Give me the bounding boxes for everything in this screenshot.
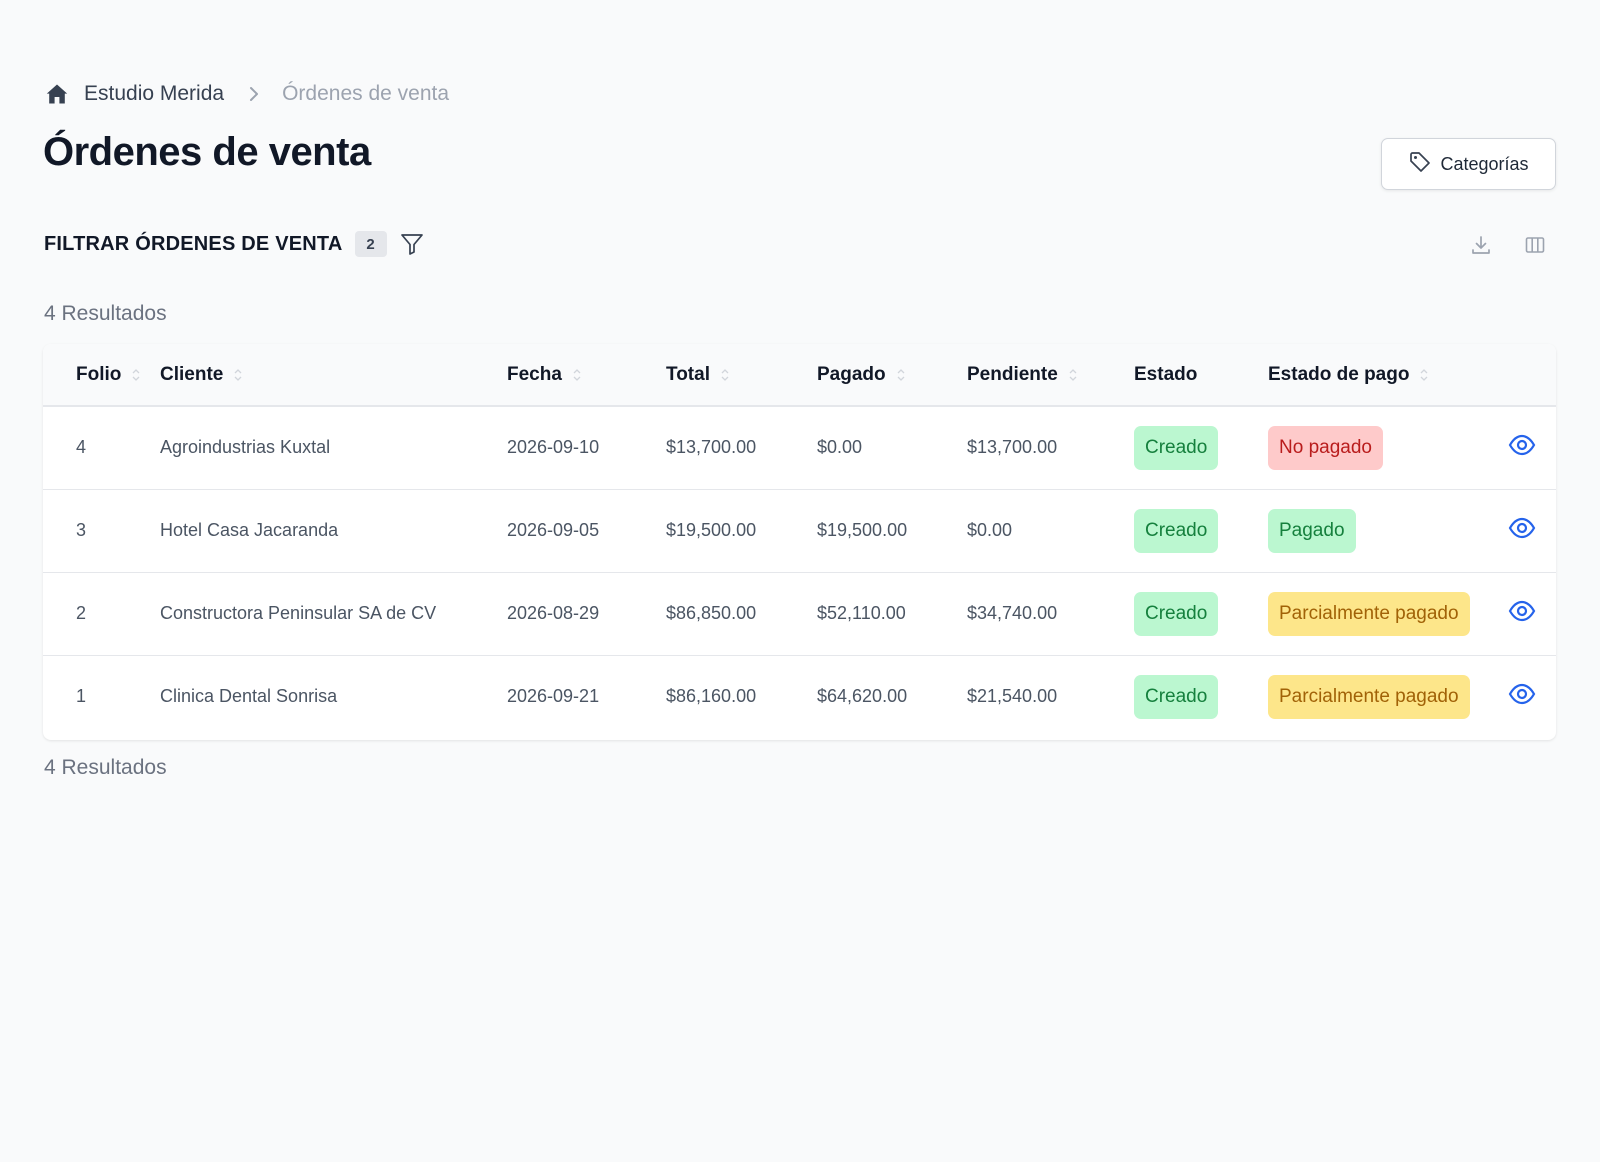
column-header-actions <box>1508 344 1556 406</box>
cell-fecha: 2026-09-21 <box>507 686 600 707</box>
cell-estado-pago: Pagado <box>1268 489 1508 572</box>
payment-status-badge: Pagado <box>1268 508 1356 553</box>
column-header-label: Cliente <box>160 363 224 385</box>
cell-pagado: $64,620.00 <box>817 686 908 707</box>
cell-estado-pago: Parcialmente pagado <box>1268 572 1508 655</box>
cell-cliente: Clinica Dental Sonrisa <box>160 686 338 707</box>
cell-pagado: $19,500.00 <box>817 520 908 540</box>
home-icon[interactable] <box>44 81 70 107</box>
cell-total: $86,160.00 <box>666 686 757 707</box>
status-badge: Creado <box>1134 425 1219 470</box>
status-badge: Creado <box>1134 508 1219 553</box>
filter-bar: FILTRAR ÓRDENES DE VENTA 2 <box>44 228 425 260</box>
column-header-label: Total <box>666 363 710 385</box>
cell-actions <box>1508 489 1556 572</box>
cell-folio: 4 <box>76 437 87 458</box>
categories-button[interactable]: Categorías <box>1381 138 1556 190</box>
column-header-estado: Estado <box>1134 344 1268 406</box>
cell-fecha: 2026-08-29 <box>507 603 600 623</box>
sort-icon <box>233 368 243 382</box>
filter-count-badge: 2 <box>354 231 387 257</box>
chevron-right-icon <box>244 84 264 104</box>
cell-pagado: $0.00 <box>817 437 863 458</box>
cell-pendiente: $34,740.00 <box>967 603 1058 623</box>
cell-fecha: 2026-09-05 <box>507 520 600 540</box>
cell-folio: 3 <box>76 520 87 540</box>
filter-title[interactable]: FILTRAR ÓRDENES DE VENTA <box>44 232 343 255</box>
cell-cliente: Agroindustrias Kuxtal <box>160 437 331 458</box>
cell-actions <box>1508 572 1556 655</box>
status-badge: Creado <box>1134 674 1219 719</box>
table-row[interactable]: 4 Agroindustrias Kuxtal 2026-09-10 $13,7… <box>43 406 1556 489</box>
cell-estado: Creado <box>1134 572 1268 655</box>
cell-estado-pago: Parcialmente pagado <box>1268 655 1508 738</box>
cell-pendiente: $21,540.00 <box>967 686 1058 707</box>
table-row[interactable]: 2 Constructora Peninsular SA de CV 2026-… <box>43 572 1556 655</box>
sort-icon <box>131 368 141 382</box>
column-header-label: Estado <box>1134 363 1198 385</box>
sort-icon <box>572 368 582 382</box>
payment-status-badge: Parcialmente pagado <box>1268 674 1470 719</box>
payment-status-badge: No pagado <box>1268 425 1383 470</box>
column-header-label: Pendiente <box>967 363 1058 385</box>
cell-pendiente: $13,700.00 <box>967 437 1058 458</box>
sort-icon <box>896 368 906 382</box>
table-row[interactable]: 1 Clinica Dental Sonrisa 2026-09-21 $86,… <box>43 655 1556 738</box>
status-badge: Creado <box>1134 591 1219 636</box>
cell-estado-pago: No pagado <box>1268 406 1508 489</box>
cell-total: $13,700.00 <box>666 437 757 458</box>
results-count-bottom: 4 Resultados <box>44 756 167 779</box>
sort-icon <box>720 368 730 382</box>
breadcrumb-current: Órdenes de venta <box>282 82 450 105</box>
page-title: Órdenes de venta <box>43 130 371 174</box>
column-header-label: Pagado <box>817 363 886 385</box>
cell-total: $86,850.00 <box>666 603 757 623</box>
cell-actions <box>1508 406 1556 489</box>
cell-total: $19,500.00 <box>666 520 757 540</box>
cell-cliente: Constructora Peninsular SA de CV <box>160 603 437 623</box>
cell-cliente: Hotel Casa Jacaranda <box>160 520 339 540</box>
cell-estado: Creado <box>1134 655 1268 738</box>
results-count-top: 4 Resultados <box>44 302 167 325</box>
column-header-pagado[interactable]: Pagado <box>817 344 967 406</box>
funnel-icon[interactable] <box>399 231 425 257</box>
tag-icon <box>1408 150 1432 179</box>
sort-icon <box>1068 368 1078 382</box>
table-row[interactable]: 3 Hotel Casa Jacaranda 2026-09-05 $19,50… <box>43 489 1556 572</box>
column-header-total[interactable]: Total <box>666 344 817 406</box>
column-header-cliente[interactable]: Cliente <box>160 344 507 406</box>
sort-icon <box>1419 368 1429 382</box>
breadcrumb-organization[interactable]: Estudio Merida <box>84 82 225 105</box>
eye-icon[interactable] <box>1508 431 1536 459</box>
cell-folio: 1 <box>76 686 87 707</box>
cell-actions <box>1508 655 1556 738</box>
column-header-estado-pago[interactable]: Estado de pago <box>1268 344 1508 406</box>
column-header-fecha[interactable]: Fecha <box>507 344 666 406</box>
column-header-pendiente[interactable]: Pendiente <box>967 344 1134 406</box>
column-header-label: Folio <box>76 363 122 385</box>
cell-estado: Creado <box>1134 489 1268 572</box>
eye-icon[interactable] <box>1508 680 1536 708</box>
column-header-folio[interactable]: Folio <box>43 344 160 406</box>
table-header-row: Folio Cliente Fecha Total Pagado <box>43 344 1556 406</box>
eye-icon[interactable] <box>1508 514 1536 542</box>
cell-pendiente: $0.00 <box>967 520 1013 540</box>
payment-status-badge: Parcialmente pagado <box>1268 591 1470 636</box>
cell-fecha: 2026-09-10 <box>507 437 600 458</box>
sales-orders-table: Folio Cliente Fecha Total Pagado <box>43 344 1556 740</box>
breadcrumb: Estudio Merida Órdenes de venta <box>44 80 449 108</box>
column-header-label: Fecha <box>507 363 562 385</box>
columns-icon[interactable] <box>1522 232 1548 258</box>
eye-icon[interactable] <box>1508 597 1536 625</box>
column-header-label: Estado de pago <box>1268 363 1410 385</box>
download-icon[interactable] <box>1468 232 1494 258</box>
categories-button-label: Categorías <box>1440 153 1529 174</box>
cell-folio: 2 <box>76 603 87 623</box>
cell-estado: Creado <box>1134 406 1268 489</box>
cell-pagado: $52,110.00 <box>817 603 906 623</box>
